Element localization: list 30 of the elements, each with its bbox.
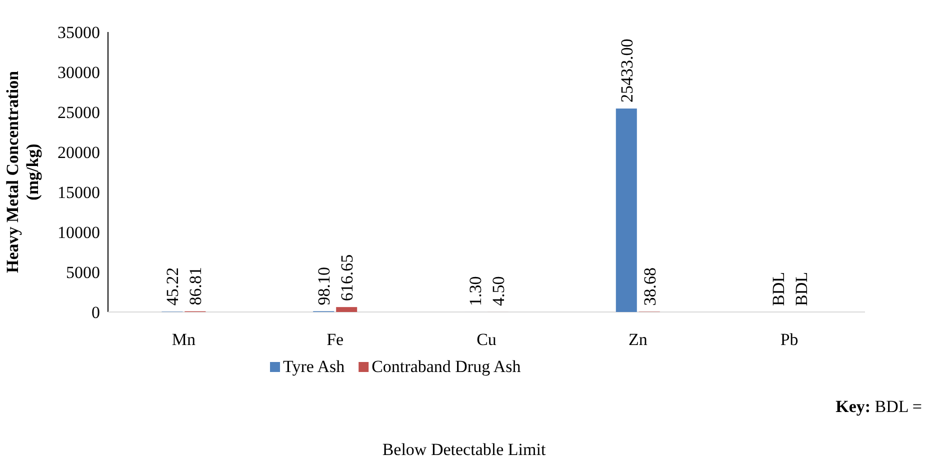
data-label: 98.10 — [314, 266, 334, 306]
bar — [616, 108, 637, 312]
y-tick-label: 30000 — [58, 63, 100, 82]
y-tick-label: 0 — [92, 303, 100, 322]
legend-label: Tyre Ash — [283, 357, 346, 376]
x-tick-label: Pb — [780, 330, 798, 349]
text: Key: BDL = — [836, 397, 922, 416]
bar — [336, 307, 358, 312]
x-tick-label: Zn — [628, 330, 648, 349]
y-tick-label: 35000 — [58, 23, 100, 42]
data-label: 38.68 — [640, 267, 660, 306]
text: BDL — [792, 272, 811, 306]
y-axis-title: Heavy Metal Concentration (mg/kg) — [3, 70, 42, 274]
y-tick-label: 10000 — [58, 223, 100, 242]
data-label: 4.50 — [489, 276, 508, 306]
data-label: 25433.00 — [617, 38, 636, 103]
y-tick-label: 15000 — [58, 183, 100, 202]
data-label: 86.81 — [186, 267, 206, 306]
x-tick-label: Cu — [476, 330, 497, 349]
data-label: 1.30 — [466, 276, 485, 306]
y-tick-label: 20000 — [58, 143, 100, 162]
legend-label: Contraband Drug Ash — [372, 357, 522, 376]
text: Below Detectable Limit — [382, 440, 546, 459]
text: BDL — [768, 272, 788, 306]
x-tick-label: Mn — [172, 330, 196, 349]
y-tick-label: 5000 — [66, 263, 100, 282]
data-label: 45.22 — [163, 267, 182, 306]
y-tick-label: 25000 — [58, 103, 100, 122]
data-label: 616.65 — [338, 254, 357, 302]
x-tick-label: Fe — [326, 330, 344, 349]
